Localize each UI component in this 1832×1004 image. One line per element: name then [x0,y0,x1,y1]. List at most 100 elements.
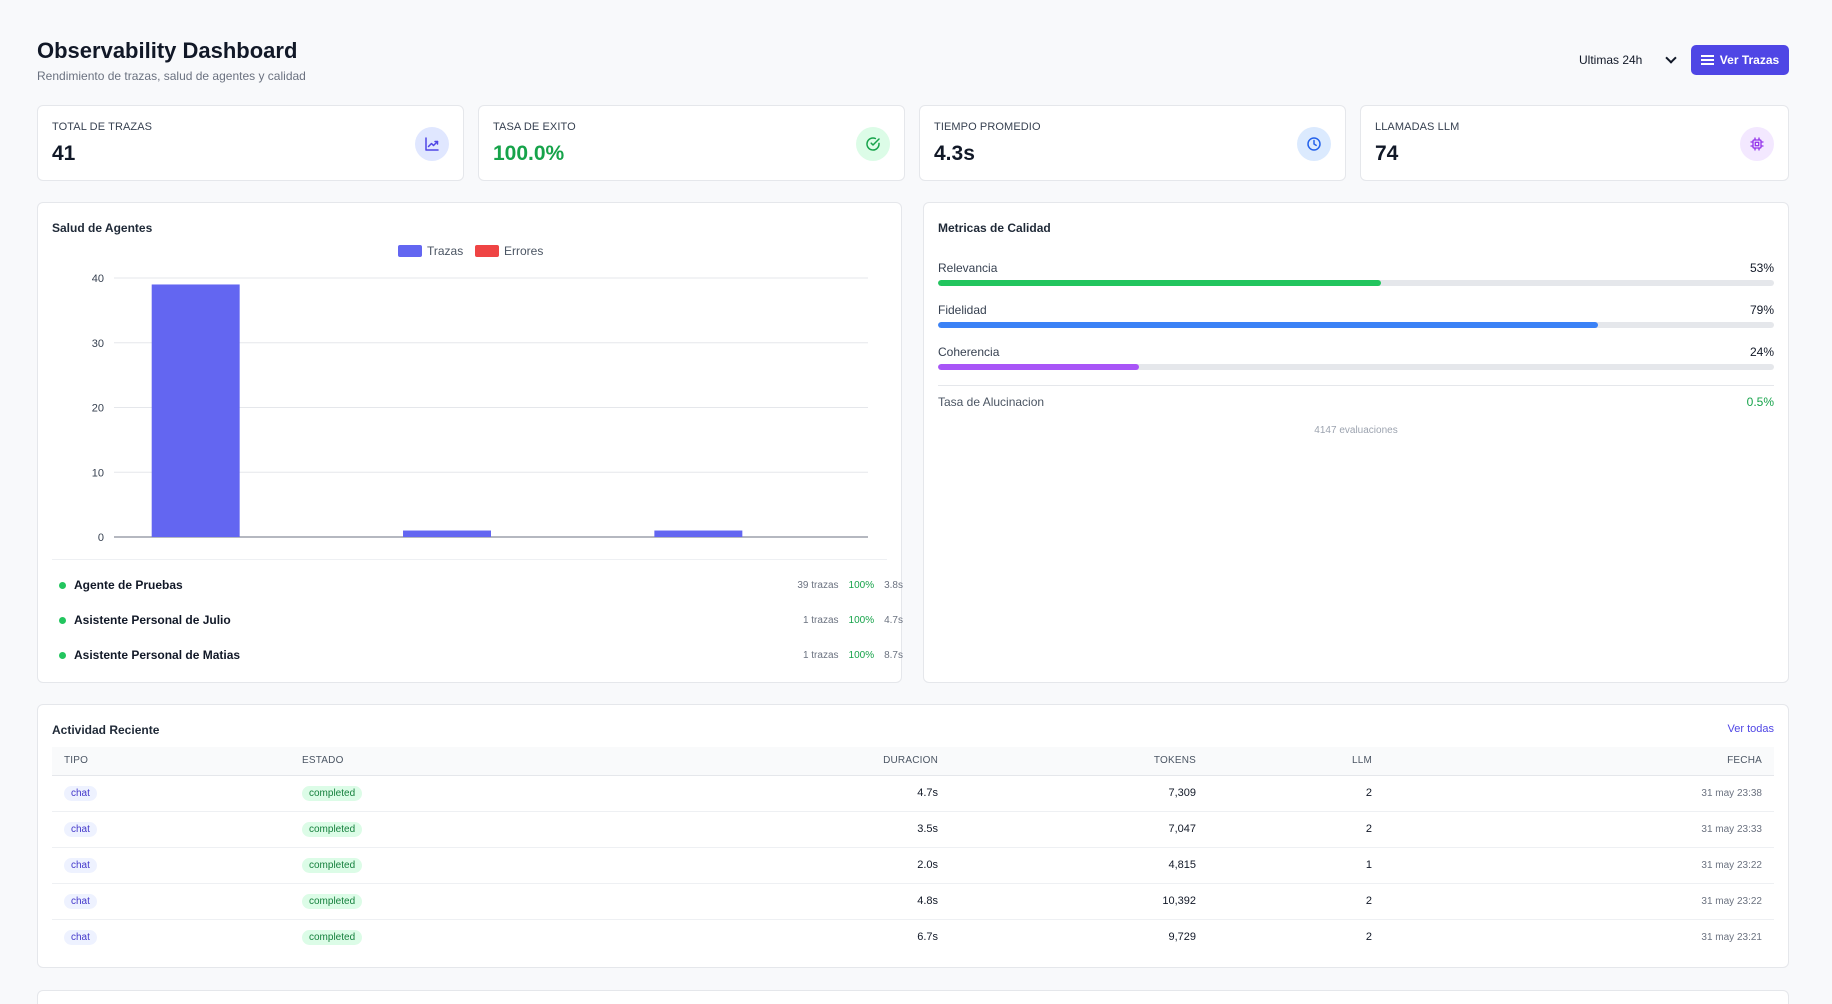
bar-trazas-2[interactable] [654,530,743,537]
status-badge: completed [302,893,363,909]
table-row[interactable]: chat completed 4.7s 7,309 2 31 may 23:38 [52,775,1774,812]
agent-name: Agente de Pruebas [74,578,183,592]
cell-tokens: 7,309 [950,775,1208,812]
recent-activity-panel: Actividad Reciente Ver todas TIPO ESTADO… [37,704,1789,968]
table-row[interactable]: chat completed 2.0s 4,815 1 31 may 23:22 [52,847,1774,884]
metric-row: Fidelidad 79% [938,303,1774,317]
stat-label: LLAMADAS LLM [1375,121,1460,133]
hallucination-label: Tasa de Alucinacion [938,395,1045,409]
date-text: 31 may 23:22 [1701,860,1762,871]
cell-status: completed [290,883,690,920]
page-header: Observability Dashboard Rendimiento de t… [37,0,1789,105]
chart-trend-icon [415,127,449,161]
agent-traces: 1 trazas [802,614,839,626]
activity-table: TIPO ESTADO DURACION TOKENS LLM FECHA ch… [52,747,1774,955]
stat-value: 100.0% [493,142,565,165]
legend-label-1: Errores [504,244,543,258]
stat-card-success-rate: TASA DE EXITO 100.0% [478,105,905,181]
hallucination-row: Tasa de Alucinacion 0.5% [938,395,1774,409]
bar-trazas-0[interactable] [151,284,240,537]
status-dot [59,581,66,589]
agent-row[interactable]: Asistente Personal de Matias 1 trazas 100%… [59,645,903,665]
divider [938,385,1774,386]
agent-avg-time: 8.7s [884,649,903,661]
cell-duration: 6.7s [917,931,938,944]
cell-tokens: 10,392 [950,883,1208,920]
quality-metric: Coherencia 24% [938,345,1774,370]
agent-success: 100% [848,579,875,591]
time-range-value: Ultimas 24h [1579,53,1643,67]
y-tick-label: 20 [92,403,104,415]
metric-row: Relevancia 53% [938,261,1774,275]
metric-row: Coherencia 24% [938,345,1774,359]
agent-avg-time: 3.8s [884,579,903,591]
metric-percent: 24% [1749,345,1774,359]
stat-card-total-traces: TOTAL DE TRAZAS 41 [37,105,464,181]
column-header-type: TIPO [52,747,290,776]
check-circle-icon [856,127,890,161]
view-traces-button[interactable]: Ver Trazas [1691,45,1789,75]
metric-label: Relevancia [938,261,998,275]
stat-label: TOTAL DE TRAZAS [52,121,153,133]
cell-duration: 4.7s [690,775,950,812]
quality-metric: Relevancia 53% [938,261,1774,286]
agent-row[interactable]: Asistente Personal de Julio 1 trazas 100% 4… [59,610,903,630]
legend-label-0: Trazas [427,244,463,258]
table-row[interactable]: chat completed 3.5s 7,047 2 31 may 23:33 [52,811,1774,848]
hallucination-value: 0.5% [1746,395,1774,409]
metric-progress-fill [938,364,1139,370]
agent-traces: 39 trazas [797,579,839,591]
dashboard-page: Observability Dashboard Rendimiento de t… [37,0,1789,1004]
stat-value: 74 [1375,142,1399,165]
status-badge: completed [302,929,363,945]
y-tick-label: 40 [92,273,104,285]
time-range-select[interactable]: Ultimas 24h [1575,47,1681,73]
y-tick-label: 0 [98,532,104,544]
bar-trazas-1[interactable] [403,530,491,537]
column-header-duration: DURACION [690,747,950,776]
date-text: 31 may 23:38 [1701,788,1762,799]
cell-date: 31 may 23:21 [1384,919,1774,955]
column-header-status: ESTADO [290,747,690,776]
cell-llm: 2 [1208,811,1384,848]
view-all-link[interactable]: Ver todas [1727,723,1774,735]
metric-progress-fill [938,280,1382,286]
cell-duration: 4.8s [690,883,950,920]
date-text: 31 may 23:22 [1701,896,1762,907]
cell-type: chat [52,919,290,955]
cell-status: completed [290,919,690,955]
cell-status: completed [290,811,690,848]
cell-llm: 2 [1365,931,1372,944]
metric-percent: 53% [1749,261,1774,275]
table-row[interactable]: chat completed 6.7s 9,729 2 31 may 23:21 [52,919,1774,955]
table-row[interactable]: chat completed 4.8s 10,392 2 31 may 23:22 [52,883,1774,920]
metric-percent: 79% [1749,303,1774,317]
type-badge: chat [64,785,97,801]
evaluations-count: 4147 evaluaciones [1314,425,1398,436]
cell-type: chat [52,775,290,812]
cell-duration: 2.0s [690,847,950,884]
column-header-llm: LLM [1208,747,1384,776]
cell-duration: 3.5s [690,811,950,848]
column-header-date: FECHA [1384,747,1774,776]
date-text: 31 may 23:21 [1701,932,1762,944]
cell-type: chat [52,847,290,884]
recent-activity-title: Actividad Reciente [52,723,160,737]
type-badge: chat [64,821,97,837]
metric-label: Coherencia [938,345,1000,359]
clock-icon [1297,127,1331,161]
y-tick-label: 30 [92,338,104,350]
metric-progress-track [938,280,1774,286]
cell-date: 31 may 23:22 [1384,883,1774,920]
stat-label: TIEMPO PROMEDIO [934,121,1041,133]
quality-metrics-panel: Metricas de Calidad Relevancia 53% Fidelid… [923,202,1789,683]
agent-row[interactable]: Agente de Pruebas 39 trazas 100% 3.8s [59,575,903,595]
status-badge: completed [302,821,363,837]
cell-status: completed [290,775,690,812]
legend-swatch-0 [398,245,422,257]
status-badge: completed [302,785,363,801]
cpu-chip-icon [1740,127,1774,161]
date-text: 31 may 23:33 [1701,824,1762,835]
agents-health-title: Salud de Agentes [52,221,153,235]
agents-health-panel: Salud de Agentes Trazas Errores 0 10 20 30 40 … [37,202,903,683]
